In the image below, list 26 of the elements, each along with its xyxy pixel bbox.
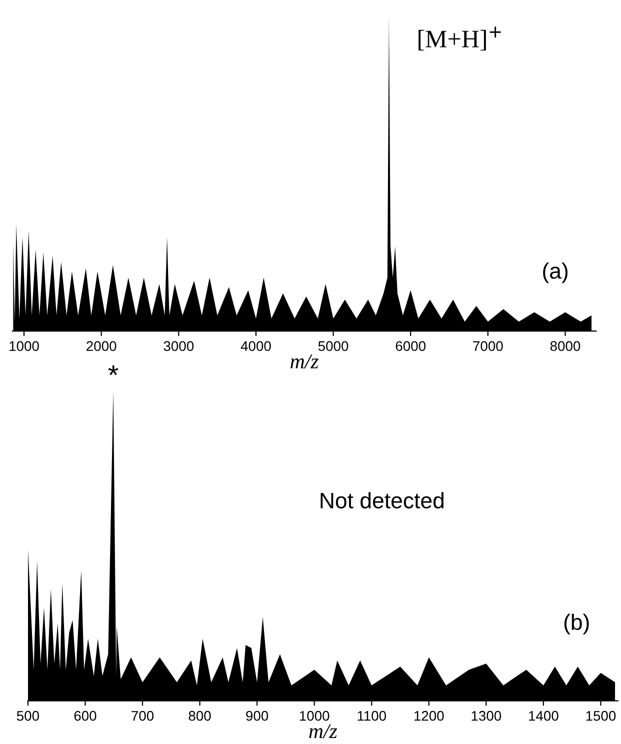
- x-tick-label: 3000: [164, 341, 194, 352]
- annotation: Not detected: [320, 492, 444, 508]
- annotation: *: [108, 365, 118, 376]
- annotation: (a): [543, 262, 568, 284]
- x-tick-label: 800: [188, 710, 211, 721]
- x-tick-label: 7000: [473, 341, 503, 352]
- x-tick-label: 1100: [358, 710, 386, 721]
- x-tick-label: 1200: [414, 710, 444, 721]
- annotation: [M+H]$^{+}$: [418, 26, 501, 51]
- x-tick-label: 6000: [396, 341, 426, 352]
- x-tick-label: 4000: [240, 341, 271, 352]
- annotation: (b): [564, 614, 589, 634]
- x-tick-label: 700: [132, 710, 154, 721]
- x-tick-label: 2000: [86, 341, 116, 352]
- x-tick-label: 1000: [300, 710, 330, 721]
- x-tick-label: 1400: [529, 710, 558, 721]
- x-tick-label: 1500: [586, 710, 616, 721]
- x-tick-label: 1300: [472, 710, 502, 721]
- x-axis-title: m/z: [290, 354, 318, 368]
- x-axis-title: m/z: [309, 724, 338, 738]
- x-tick-label: 1000: [10, 341, 39, 352]
- x-tick-label: 900: [246, 710, 268, 721]
- x-tick-label: 500: [16, 710, 39, 721]
- x-tick-label: 5000: [318, 341, 348, 352]
- x-tick-label: 8000: [550, 341, 580, 352]
- x-tick-label: 600: [74, 710, 96, 721]
